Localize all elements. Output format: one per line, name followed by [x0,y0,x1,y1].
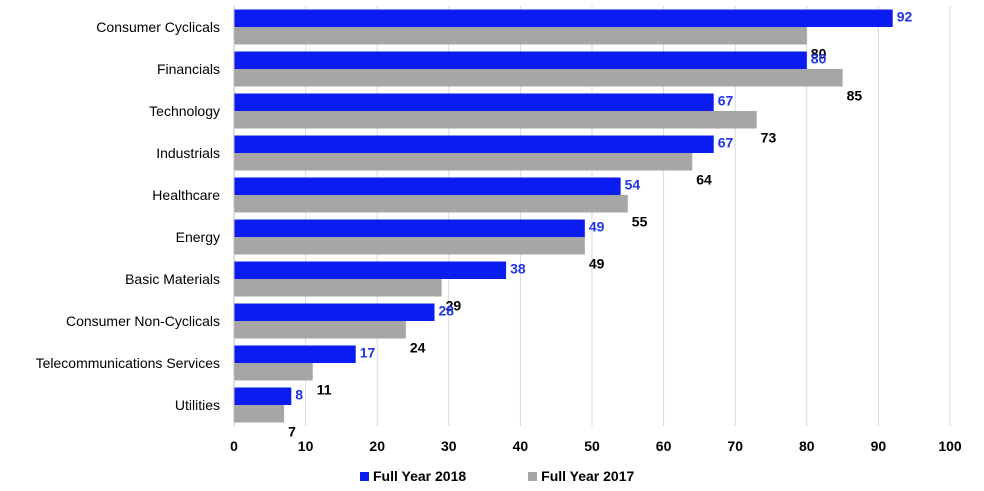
bar-utilities-2017 [234,405,285,423]
value-label-industrials-2017: 64 [696,172,712,188]
legend-label-2017: Full Year 2017 [541,468,635,484]
category-label-consumer-non-cyclicals: Consumer Non-Cyclicals [66,313,220,329]
category-label-technology: Technology [149,103,220,119]
legend-label-2018: Full Year 2018 [373,468,467,484]
x-axis-tick-labels: 0 10 20 30 40 50 60 70 80 90 100 [230,438,962,454]
bar-energy-2018 [234,219,585,237]
value-label-healthcare-2018: 54 [625,177,641,193]
value-label-energy-2017: 49 [589,256,605,272]
bar-basic-materials-2017 [234,279,442,297]
value-label-technology-2017: 73 [761,130,777,146]
x-tick-label-30: 30 [441,438,457,454]
legend-swatch-2017 [528,471,538,481]
bar-healthcare-2018 [234,177,621,195]
x-tick-label-0: 0 [230,438,238,454]
bar-technology-2018 [234,93,714,111]
bar-consumer-cyclicals-2017 [234,27,807,45]
category-label-basic-materials: Basic Materials [125,271,220,287]
value-label-industrials-2018: 67 [718,135,734,151]
x-tick-label-50: 50 [584,438,600,454]
bar-consumer-non-cyclicals-2018 [234,303,435,321]
x-tick-label-100: 100 [938,438,962,454]
value-label-consumer-cyclicals-2017: 80 [811,46,827,62]
x-tick-label-90: 90 [871,438,887,454]
bar-utilities-2018 [234,387,292,405]
x-tick-label-60: 60 [656,438,672,454]
x-tick-label-10: 10 [298,438,314,454]
bar-consumer-non-cyclicals-2017 [234,321,406,339]
category-label-healthcare: Healthcare [152,187,220,203]
category-labels: Consumer Cyclicals Financials Technology In… [36,19,221,413]
category-label-utilities: Utilities [175,397,220,413]
bar-technology-2017 [234,111,757,129]
legend-swatch-2018 [360,471,369,481]
value-label-technology-2018: 67 [718,93,734,109]
x-tick-label-80: 80 [799,438,815,454]
category-label-financials: Financials [157,61,220,77]
value-label-consumer-non-cyclicals-2018: 28 [438,303,454,319]
bar-financials-2017 [234,69,843,87]
category-label-energy: Energy [176,229,220,245]
category-label-industrials: Industrials [156,145,220,161]
legend: Full Year 2018 Full Year 2017 [360,468,634,484]
value-label-utilities-2017: 7 [288,424,296,440]
value-label-consumer-non-cyclicals-2017: 24 [410,340,426,356]
value-label-energy-2018: 49 [589,219,605,235]
value-label-basic-materials-2018: 38 [510,261,526,277]
bar-financials-2018 [234,51,807,69]
bar-telecommunications-services-2018 [234,345,356,363]
bar-basic-materials-2018 [234,261,507,279]
x-tick-label-20: 20 [369,438,385,454]
value-label-telecommunications-services-2017: 11 [317,382,332,398]
category-label-telecommunications-services: Telecommunications Services [36,355,220,371]
value-label-basic-materials-2017: 29 [446,298,462,314]
bar-consumer-cyclicals-2018 [234,9,893,27]
value-label-consumer-cyclicals-2018: 92 [897,9,913,25]
x-tick-label-70: 70 [727,438,743,454]
bars [234,9,893,423]
bar-industrials-2017 [234,153,693,171]
value-label-financials-2017: 85 [847,88,863,104]
value-label-utilities-2018: 8 [295,387,303,403]
bar-industrials-2018 [234,135,714,153]
value-label-healthcare-2017: 55 [632,214,648,230]
x-tick-label-40: 40 [513,438,529,454]
legend-item-2018: Full Year 2018 [360,468,466,484]
bar-healthcare-2017 [234,195,628,213]
bar-telecommunications-services-2017 [234,363,313,381]
value-label-financials-2018: 80 [811,51,827,67]
bar-energy-2017 [234,237,585,255]
legend-item-2017: Full Year 2017 [528,468,634,484]
category-label-consumer-cyclicals: Consumer Cyclicals [96,19,220,35]
value-label-telecommunications-services-2018: 17 [360,345,376,361]
